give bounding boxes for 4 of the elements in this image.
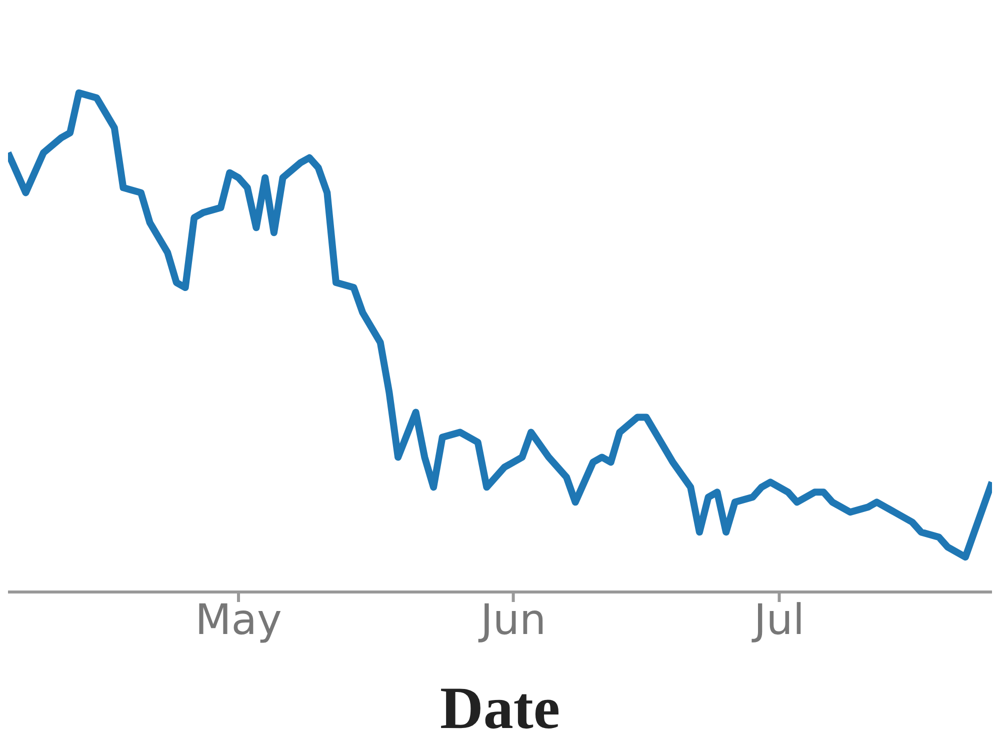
x-tick-label: May xyxy=(195,594,282,644)
x-tick-label: Jul xyxy=(750,594,805,644)
x-axis-title: Date xyxy=(440,675,560,741)
x-tick-label: Jun xyxy=(477,594,546,644)
